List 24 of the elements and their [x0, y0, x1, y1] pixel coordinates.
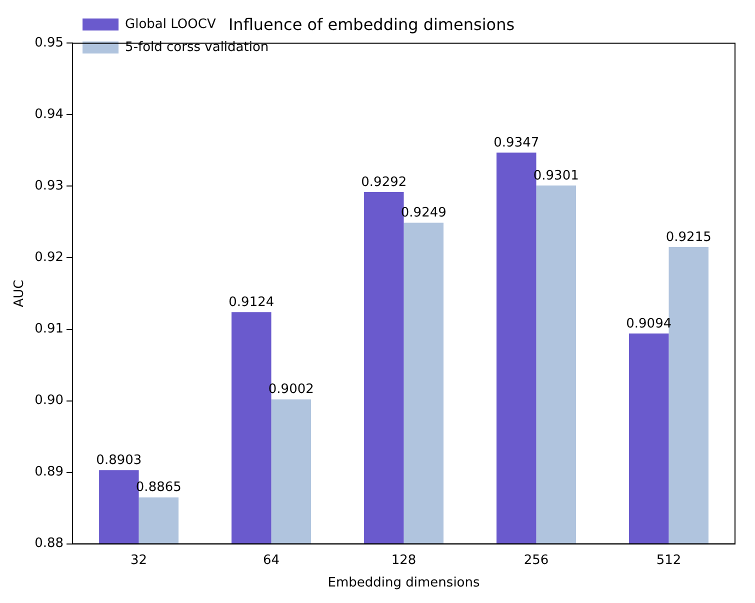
data-label: 0.9215 [666, 230, 712, 245]
y-tick-label: 0.95 [34, 36, 64, 51]
y-tick-label: 0.88 [34, 536, 64, 552]
x-axis-title: Embedding dimensions [328, 576, 480, 591]
y-tick-label: 0.89 [34, 464, 64, 480]
legend-label: 5-fold corss validation [125, 40, 269, 55]
y-axis-title: AUC [12, 280, 28, 308]
x-tick-label: 64 [263, 552, 280, 568]
data-label: 0.8903 [96, 453, 142, 468]
y-tick-label: 0.94 [34, 107, 64, 122]
data-label: 0.9094 [626, 316, 672, 332]
data-label: 0.9347 [494, 135, 540, 150]
chart-title: Influence of embedding dimensions [228, 14, 515, 34]
data-label: 0.9124 [228, 294, 274, 310]
y-tick-label: 0.92 [34, 250, 64, 266]
data-label: 0.9292 [361, 174, 407, 190]
x-tick-label: 512 [656, 552, 682, 568]
legend-label: Global LOOCV [125, 16, 216, 32]
x-tick-label: 32 [130, 552, 148, 568]
y-tick-label: 0.90 [34, 393, 64, 408]
x-tick-label: 128 [391, 552, 416, 568]
y-tick-label: 0.93 [34, 178, 64, 194]
y-tick-label: 0.91 [34, 322, 64, 337]
x-tick-label: 256 [524, 552, 549, 568]
